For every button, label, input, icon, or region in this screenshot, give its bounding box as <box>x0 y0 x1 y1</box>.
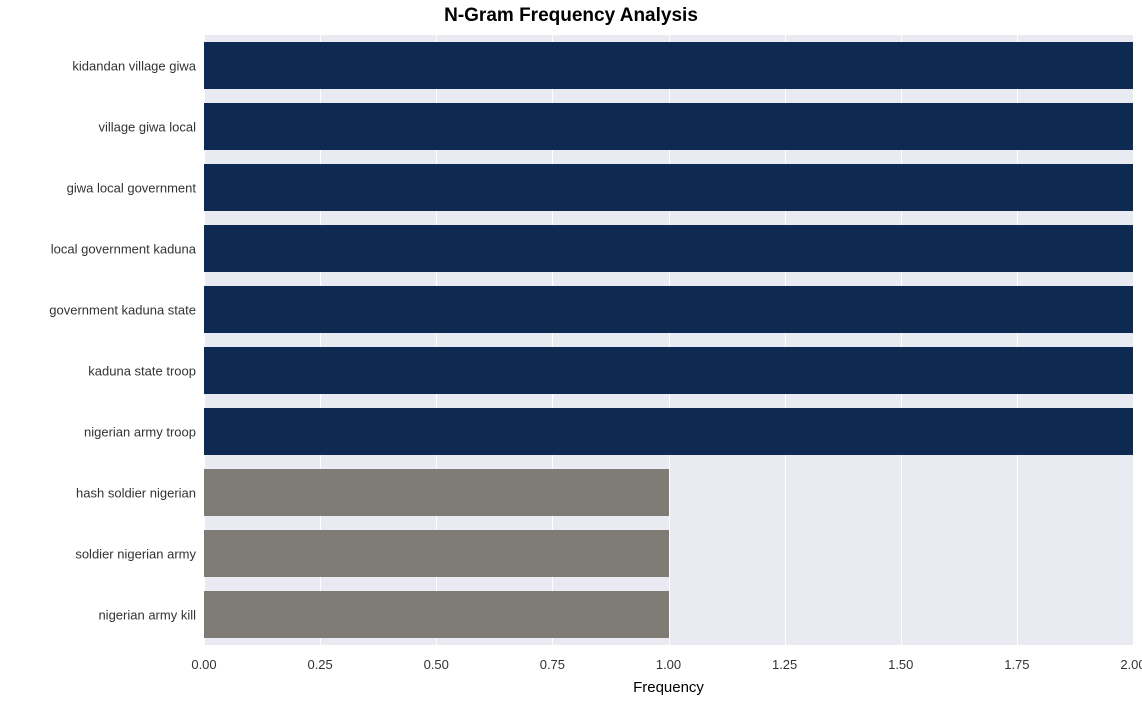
bar <box>204 103 1133 151</box>
x-tick-label: 1.25 <box>772 657 797 672</box>
grid-line <box>1133 35 1134 645</box>
y-tick-label: village giwa local <box>98 119 196 134</box>
x-tick-label: 1.50 <box>888 657 913 672</box>
x-tick-label: 1.75 <box>1004 657 1029 672</box>
y-tick-label: local government kaduna <box>51 241 196 256</box>
y-tick-label: giwa local government <box>67 180 196 195</box>
bar <box>204 286 1133 334</box>
y-tick-label: hash soldier nigerian <box>76 485 196 500</box>
x-tick-label: 0.50 <box>424 657 449 672</box>
bar <box>204 408 1133 456</box>
y-tick-label: soldier nigerian army <box>75 546 196 561</box>
x-tick-label: 0.00 <box>191 657 216 672</box>
y-tick-label: government kaduna state <box>49 302 196 317</box>
bar <box>204 469 669 517</box>
y-tick-label: kidandan village giwa <box>72 58 196 73</box>
plot-area <box>204 35 1133 645</box>
bar <box>204 591 669 639</box>
bar <box>204 530 669 578</box>
bar <box>204 42 1133 90</box>
ngram-frequency-chart: N-Gram Frequency Analysis Frequency kida… <box>0 0 1142 701</box>
bar <box>204 347 1133 395</box>
x-tick-label: 0.75 <box>540 657 565 672</box>
bar <box>204 225 1133 273</box>
x-tick-label: 2.00 <box>1120 657 1142 672</box>
x-tick-label: 0.25 <box>307 657 332 672</box>
x-tick-label: 1.00 <box>656 657 681 672</box>
bar <box>204 164 1133 212</box>
chart-title: N-Gram Frequency Analysis <box>0 5 1142 27</box>
x-axis-label: Frequency <box>204 679 1133 696</box>
y-tick-label: kaduna state troop <box>88 363 196 378</box>
y-tick-label: nigerian army kill <box>98 607 196 622</box>
y-tick-label: nigerian army troop <box>84 424 196 439</box>
